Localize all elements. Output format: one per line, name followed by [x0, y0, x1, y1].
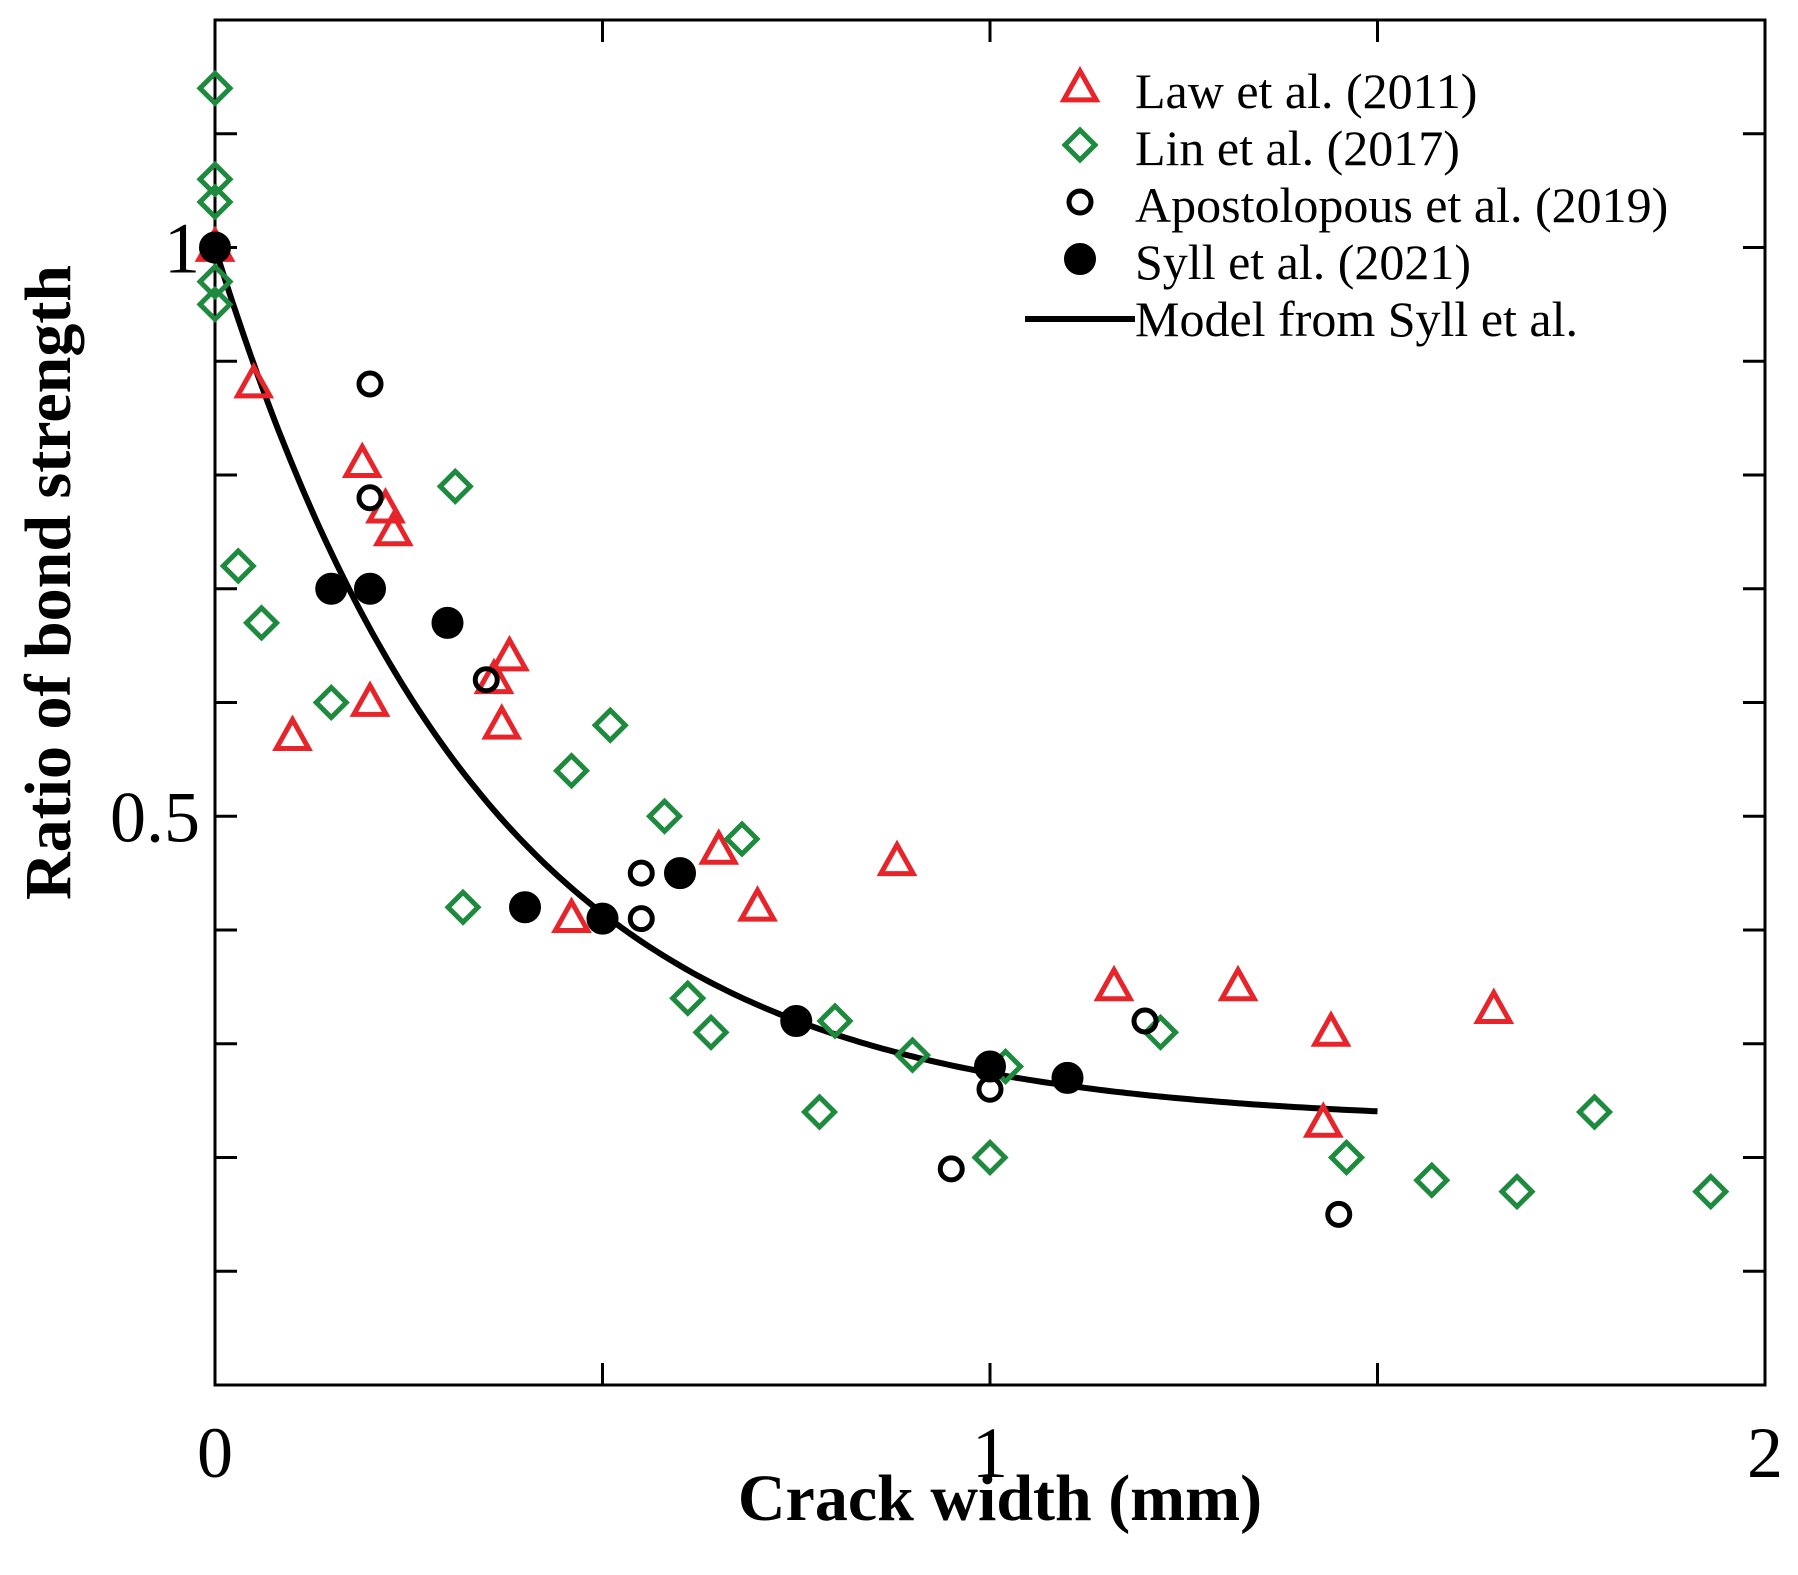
- data-point: [669, 979, 707, 1017]
- data-points: [194, 69, 1730, 1228]
- legend-label: Apostolopous et al. (2019): [1135, 177, 1668, 233]
- data-point: [473, 657, 515, 695]
- data-point: [698, 828, 740, 865]
- data-point: [372, 509, 414, 547]
- data-point: [1093, 964, 1135, 1002]
- x-tick-label: 1: [972, 1413, 1008, 1493]
- data-point: [196, 263, 234, 301]
- data-point: [800, 1093, 839, 1131]
- data-point: [444, 888, 482, 926]
- data-point: [1473, 987, 1515, 1025]
- series-law-et-al-2011: [194, 225, 1515, 1138]
- legend-label: Lin et al. (2017): [1135, 120, 1460, 176]
- data-point: [1498, 1173, 1536, 1211]
- data-point: [272, 714, 313, 752]
- data-point: [591, 706, 629, 744]
- data-point: [356, 370, 384, 398]
- data-point: [242, 604, 281, 642]
- data-point: [436, 467, 474, 505]
- data-point: [876, 839, 918, 877]
- data-point: [627, 859, 655, 887]
- data-point: [1575, 1093, 1614, 1131]
- data-point: [1302, 1101, 1344, 1138]
- data-point: [971, 1138, 1009, 1177]
- legend: Law et al. (2011)Lin et al. (2017)Aposto…: [1025, 63, 1668, 347]
- data-point: [196, 69, 234, 107]
- legend-label: Syll et al. (2021): [1135, 234, 1471, 290]
- data-point: [692, 1013, 730, 1051]
- data-point: [196, 160, 234, 198]
- legend-label: Law et al. (2011): [1135, 63, 1477, 119]
- data-point: [816, 1002, 854, 1040]
- data-point: [627, 905, 655, 933]
- data-point: [974, 1050, 1006, 1083]
- series-lin-et-al-2017: [196, 69, 1730, 1211]
- data-point: [1327, 1138, 1366, 1177]
- data-point: [1413, 1161, 1451, 1199]
- data-point: [219, 547, 257, 585]
- data-point: [1692, 1173, 1730, 1211]
- legend-marker: [1064, 243, 1096, 275]
- legend-marker: [1059, 65, 1101, 103]
- data-point: [1217, 964, 1259, 1002]
- data-point: [509, 891, 541, 924]
- data-point: [723, 820, 761, 858]
- data-point: [199, 231, 231, 264]
- y-tick-label: 0.5: [110, 777, 200, 857]
- data-point: [893, 1036, 932, 1074]
- data-point: [1325, 1200, 1353, 1228]
- data-point: [481, 703, 523, 740]
- data-point: [196, 285, 234, 323]
- data-point: [1310, 1010, 1352, 1047]
- data-point: [1051, 1061, 1084, 1094]
- data-point: [780, 1005, 813, 1037]
- model-curve-layer: [212, 246, 1378, 1115]
- y-axis-title: Ratio of bond strength: [12, 265, 85, 900]
- data-point: [552, 752, 591, 790]
- data-point: [489, 634, 530, 672]
- legend-marker: [1066, 188, 1094, 216]
- data-point: [196, 183, 234, 221]
- x-axis-title: Crack width (mm): [738, 1462, 1262, 1535]
- y-tick-label: 1: [164, 209, 200, 289]
- x-tick-label: 0: [197, 1413, 233, 1493]
- legend-marker: [1061, 126, 1099, 164]
- data-point: [315, 572, 348, 605]
- data-point: [431, 606, 464, 639]
- data-point: [472, 666, 500, 694]
- data-point: [354, 572, 386, 605]
- data-point: [937, 1155, 965, 1183]
- data-point: [1141, 1013, 1180, 1051]
- data-point: [551, 896, 592, 934]
- data-point: [737, 885, 778, 922]
- x-tick-label: 2: [1747, 1413, 1783, 1493]
- legend-label: Model from Syll et al.: [1135, 291, 1578, 347]
- model-curve: [212, 246, 1378, 1115]
- data-point: [233, 361, 275, 399]
- data-point: [586, 902, 619, 935]
- data-point: [645, 797, 684, 835]
- data-point: [664, 857, 696, 890]
- data-point: [341, 441, 383, 479]
- data-point: [356, 484, 384, 512]
- data-point: [349, 680, 391, 717]
- data-point: [1131, 1007, 1159, 1035]
- data-point: [312, 683, 350, 722]
- series-syll-et-al-2021: [199, 231, 1084, 1094]
